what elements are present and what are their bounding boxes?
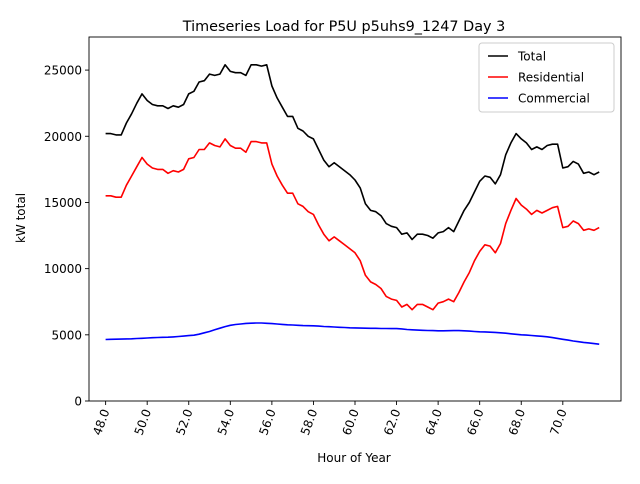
legend-label-total: Total (517, 50, 546, 64)
series-line-total (105, 64, 600, 241)
y-tick-label: 25000 (44, 64, 82, 78)
y-tick-label: 0 (74, 395, 82, 409)
y-tick-label: 10000 (44, 262, 82, 276)
series-line-residential (105, 138, 600, 311)
chart-title: Timeseries Load for P5U p5uhs9_1247 Day … (182, 19, 506, 35)
series-line-commercial (105, 322, 600, 345)
x-axis-label: Hour of Year (317, 451, 391, 465)
y-axis-label: kW total (14, 193, 28, 243)
legend-box (478, 42, 615, 113)
y-tick-label: 15000 (44, 196, 82, 210)
legend-label-commercial: Commercial (518, 92, 590, 106)
y-tick-label: 20000 (44, 130, 82, 144)
legend: Total Residential Commercial (478, 42, 615, 113)
y-tick-label: 5000 (51, 328, 82, 342)
series-layer (105, 64, 600, 345)
legend-label-residential: Residential (518, 71, 584, 85)
